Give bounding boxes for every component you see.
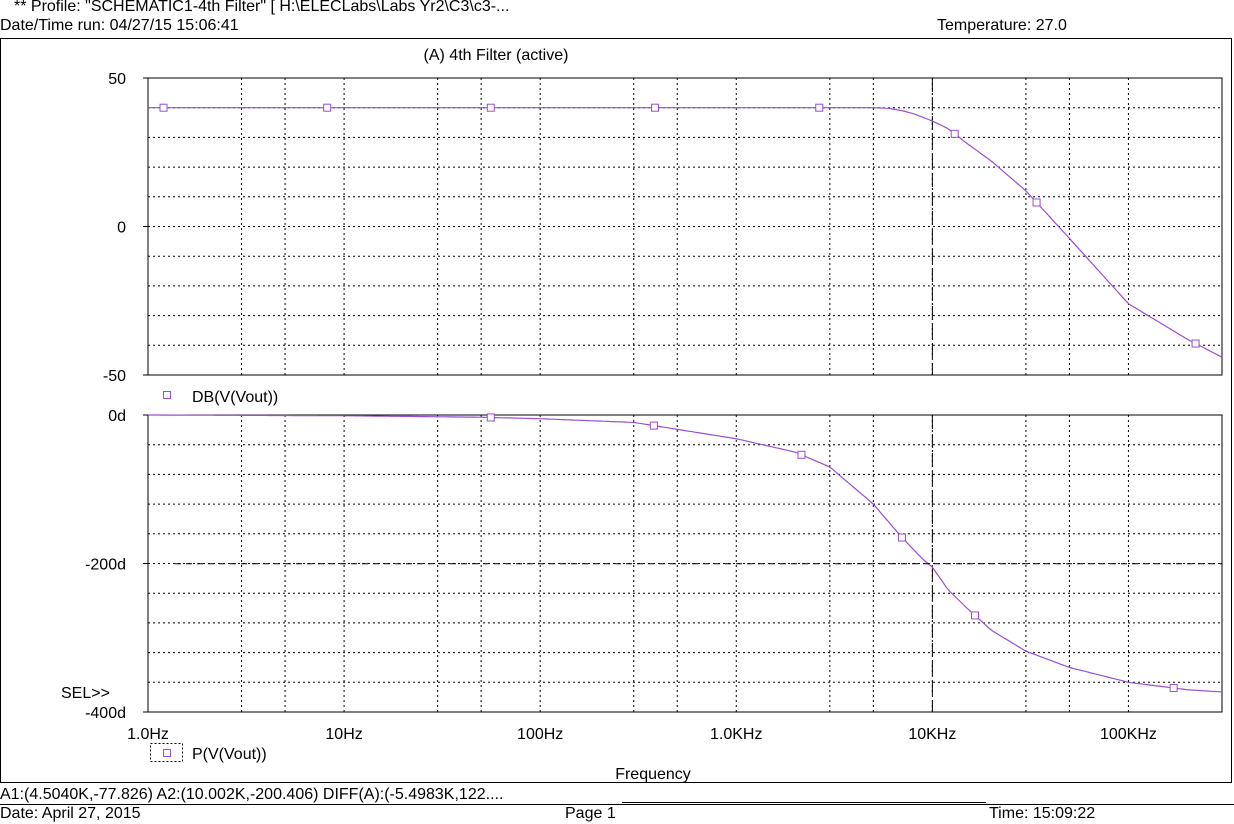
magnitude-ytick-label: 0 xyxy=(117,220,126,237)
sel-indicator: SEL>> xyxy=(61,685,110,702)
chart-title: (A) 4th Filter (active) xyxy=(424,47,569,64)
phase-series-marker xyxy=(1169,683,1178,692)
magnitude-series-marker xyxy=(1032,198,1041,207)
x-tick-label: 100Hz xyxy=(517,726,563,743)
magnitude-series-marker xyxy=(950,129,959,138)
footer-rule xyxy=(622,802,986,803)
legend-box-phase xyxy=(150,743,183,762)
phase-series-marker xyxy=(797,450,806,459)
x-tick-label: 10KHz xyxy=(908,726,956,743)
magnitude-series-marker xyxy=(1191,339,1200,348)
x-tick-label: 1.0Hz xyxy=(127,726,169,743)
footer-time: Time: 15:09:22 xyxy=(989,805,1096,822)
phase-ytick-label: 0d xyxy=(108,408,126,425)
footer-date: Date: April 27, 2015 xyxy=(0,805,141,822)
magnitude-series-marker xyxy=(486,103,495,112)
legend-label-phase: P(V(Vout)) xyxy=(192,746,267,763)
x-tick-label: 1.0KHz xyxy=(710,726,762,743)
phase-series-line xyxy=(148,414,1223,693)
magnitude-series-marker xyxy=(650,103,659,112)
magnitude-ytick-label: -50 xyxy=(103,368,126,385)
legend-label-db: DB(V(Vout)) xyxy=(192,389,278,406)
footer-page: Page 1 xyxy=(565,805,616,822)
profile-title: ** Profile: "SCHEMATIC1-4th Filter" [ H:… xyxy=(14,0,510,15)
x-tick-label: 100KHz xyxy=(1100,726,1157,743)
legend-marker-db xyxy=(163,391,171,399)
phase-series-marker xyxy=(897,533,906,542)
magnitude-ytick-label: 50 xyxy=(108,71,126,88)
magnitude-series-marker xyxy=(323,103,332,112)
phase-series-marker xyxy=(486,413,495,422)
run-datetime: Date/Time run: 04/27/15 15:06:41 xyxy=(0,17,239,34)
phase-series-marker xyxy=(970,611,979,620)
footer-divider xyxy=(0,804,1234,805)
temperature: Temperature: 27.0 xyxy=(937,17,1067,34)
x-axis-label: Frequency xyxy=(615,766,691,783)
phase-series-marker xyxy=(649,421,658,430)
phase-ytick-label: -200d xyxy=(85,557,126,574)
magnitude-series-line xyxy=(148,107,1223,358)
plot-window-frame xyxy=(0,38,1232,783)
magnitude-series-marker xyxy=(815,103,824,112)
cursor-readout: A1:(4.5040K,-77.826) A2:(10.002K,-200.40… xyxy=(0,786,504,803)
phase-ytick-label: -400d xyxy=(85,705,126,722)
legend-marker-phase xyxy=(163,749,171,757)
magnitude-series-marker xyxy=(159,103,168,112)
x-tick-label: 10Hz xyxy=(325,726,362,743)
